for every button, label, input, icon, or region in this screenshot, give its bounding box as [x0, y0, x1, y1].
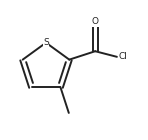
Text: S: S	[43, 38, 49, 47]
Text: Cl: Cl	[118, 52, 127, 61]
Text: O: O	[92, 17, 99, 26]
